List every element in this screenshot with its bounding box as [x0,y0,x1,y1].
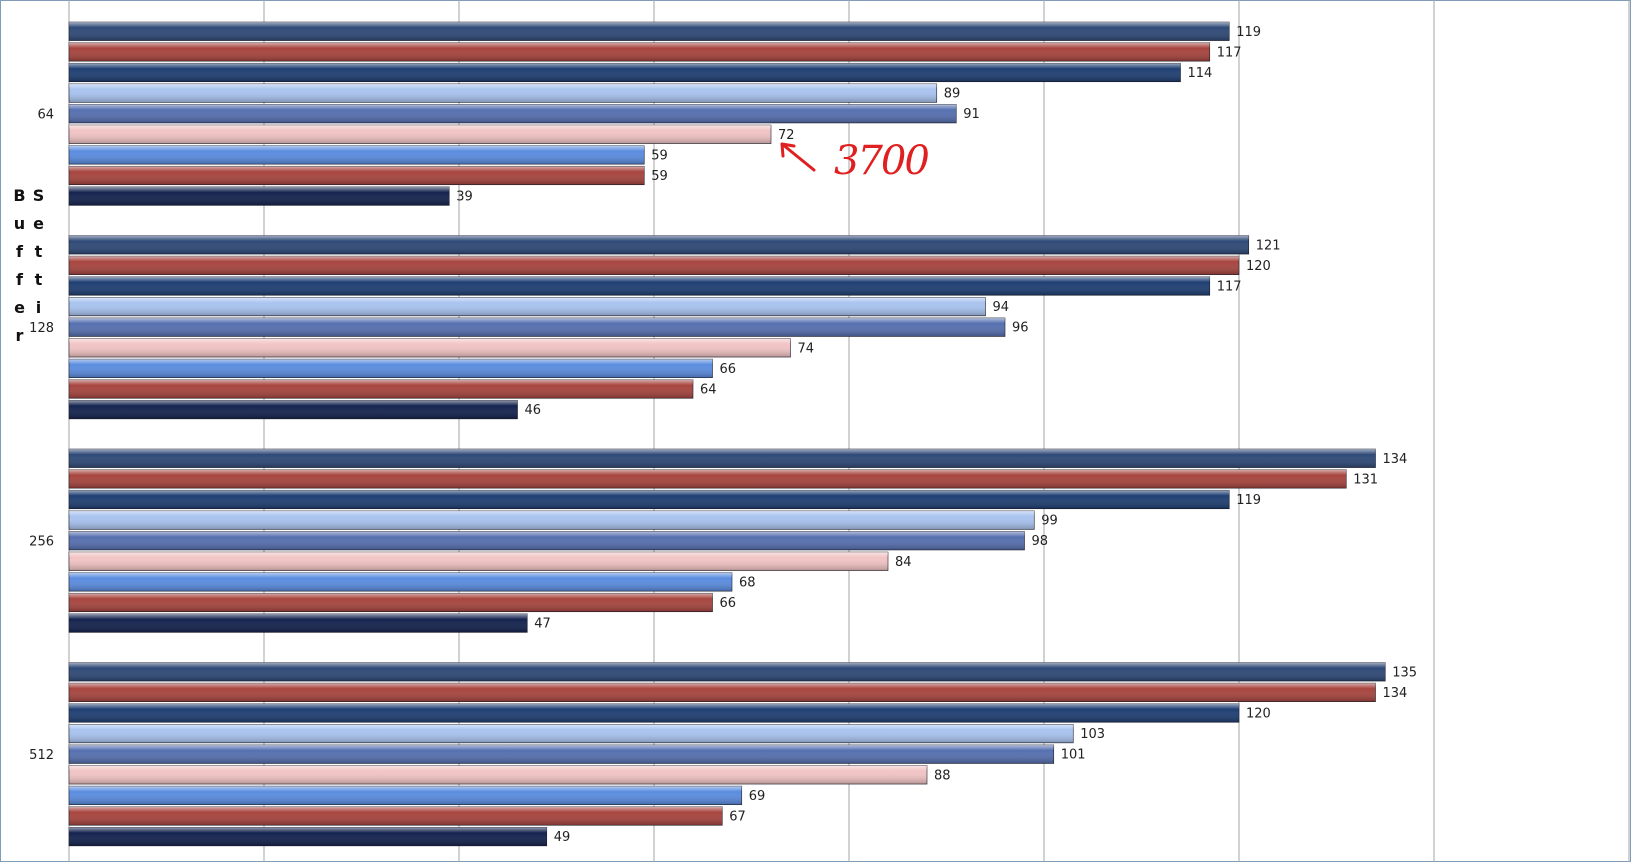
annotation: 3700 [834,138,930,184]
bar [68,489,1230,510]
data-label: 69 [749,789,766,804]
bar [68,469,1347,489]
y-tick-label: 64 [37,107,54,122]
data-label: 46 [525,403,542,418]
bar [68,592,713,613]
data-label: 98 [1032,534,1049,549]
bar [68,21,1230,41]
data-label: 91 [963,107,980,122]
data-label: 47 [534,617,551,632]
y-tick-label: 128 [29,321,54,336]
data-label: 96 [1012,321,1029,336]
data-label: 134 [1383,452,1408,467]
data-label: 114 [1188,66,1213,81]
bar [68,400,518,420]
bar [68,724,1074,744]
data-label: 72 [778,128,795,143]
bar [68,510,1035,530]
data-label: 59 [651,169,668,184]
bar [68,42,1211,62]
data-label: 120 [1246,259,1271,274]
data-label: 135 [1392,665,1417,680]
data-label: 66 [720,362,737,377]
bar [68,379,694,399]
data-label: 84 [895,555,912,570]
bar [68,703,1240,723]
bar [68,682,1376,702]
bar [68,662,1386,682]
bar [68,83,938,103]
annotation-arrow [780,142,816,172]
bar [68,235,1250,255]
data-label: 68 [739,575,756,590]
bar [68,806,723,826]
data-label: 131 [1353,472,1378,487]
data-label: 121 [1256,238,1281,253]
bar [68,317,1006,337]
bar [68,572,733,592]
bar [68,827,548,847]
bar [68,531,1025,551]
data-label: 94 [993,300,1010,315]
data-label: 101 [1061,748,1086,763]
data-label: 88 [934,768,951,783]
y-tick-label: 512 [29,748,54,763]
bar [68,165,645,186]
bar [68,145,645,165]
data-label: 120 [1246,707,1271,722]
bar [68,765,928,785]
bar [68,104,957,124]
data-label: 134 [1383,686,1408,701]
data-label: 66 [720,596,737,611]
data-label: 117 [1217,45,1242,60]
bar [68,62,1181,83]
data-label: 103 [1080,727,1105,742]
bar [68,276,1211,296]
y-tick-label: 256 [29,534,54,549]
y-axis-label: Buffer Setti [10,186,48,354]
data-label: 64 [700,383,717,398]
bar [68,338,791,358]
data-label: 119 [1236,25,1261,40]
bar [68,785,743,805]
data-label: 49 [554,830,571,845]
bar [68,124,772,144]
data-label: 67 [729,810,746,825]
bar [68,255,1240,275]
bar [68,297,986,317]
data-label: 39 [456,190,473,205]
data-label: 59 [651,148,668,163]
data-label: 99 [1041,514,1058,529]
bar [68,613,528,633]
data-label: 119 [1236,493,1261,508]
bar [68,358,713,378]
data-label: 74 [798,341,815,356]
bar [68,186,450,206]
bar [68,551,889,571]
bar [68,744,1055,764]
data-label: 89 [944,87,961,102]
bar [68,448,1376,468]
data-label: 117 [1217,280,1242,295]
